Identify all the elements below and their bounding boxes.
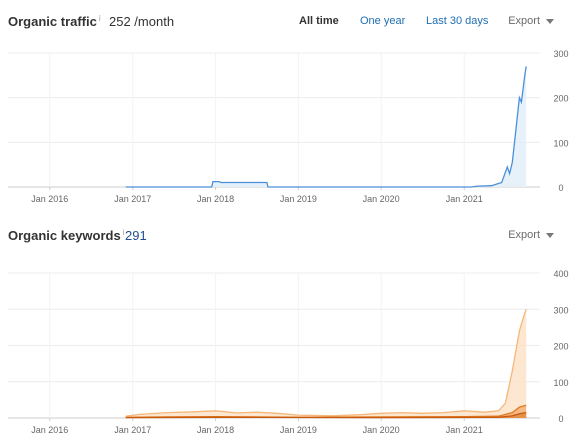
chevron-down-icon (546, 18, 554, 24)
y-tick-label: 400 (553, 269, 568, 279)
keywords-value: 291 (125, 228, 147, 243)
y-tick-label: 100 (553, 138, 568, 148)
y-tick-label: 200 (553, 342, 568, 352)
x-tick-label: Jan 2016 (31, 194, 68, 204)
y-tick-label: 200 (553, 94, 568, 104)
traffic-value: 252 /month (109, 14, 175, 29)
x-tick-label: Jan 2017 (114, 194, 151, 204)
keywords-header: Organic keywords i 291 Export (8, 228, 568, 250)
keywords-export-button[interactable]: Export (508, 229, 554, 241)
traffic-chart: 0 100 200 300 Jan 2016 Jan 2017 Jan 2018 Jan 20… (8, 49, 569, 204)
x-tick-label: Jan 2018 (197, 194, 234, 204)
x-tick-label: Jan 2017 (114, 425, 151, 435)
x-tick-label: Jan 2021 (446, 194, 483, 204)
y-tick-label: 0 (558, 414, 563, 424)
y-tick-label: 300 (553, 305, 568, 315)
traffic-header: Organic traffic i 252 /month All time One… (8, 14, 568, 36)
x-tick-label: Jan 2019 (280, 194, 317, 204)
series-line-2 (125, 411, 527, 419)
keywords-chart: 0 100 200 300 400 Jan 2016 Jan 2017 Jan 2018 Jan… (8, 269, 569, 435)
keywords-title: Organic keywords i (8, 228, 125, 243)
x-tick-label: Jan 2021 (446, 425, 483, 435)
traffic-export-button[interactable]: Export (508, 15, 554, 27)
info-icon[interactable]: i (98, 14, 101, 23)
x-tick-label: Jan 2016 (31, 425, 68, 435)
series-area-0 (125, 309, 527, 418)
traffic-title: Organic traffic i (8, 14, 101, 29)
y-tick-label: 0 (558, 183, 563, 193)
range-last-30-days-button[interactable]: Last 30 days (426, 15, 489, 27)
y-tick-label: 300 (553, 49, 568, 59)
x-tick-label: Jan 2019 (280, 425, 317, 435)
series-area-0 (125, 66, 527, 187)
x-tick-label: Jan 2020 (363, 425, 400, 435)
range-one-year-button[interactable]: One year (360, 15, 406, 27)
x-tick-label: Jan 2018 (197, 425, 234, 435)
info-icon[interactable]: i (122, 228, 125, 237)
range-all-time-button[interactable]: All time (299, 15, 339, 27)
x-tick-label: Jan 2020 (363, 194, 400, 204)
series-line-0 (125, 309, 527, 417)
y-tick-label: 100 (553, 378, 568, 388)
series-line-0 (125, 66, 527, 188)
chevron-down-icon (546, 232, 554, 238)
